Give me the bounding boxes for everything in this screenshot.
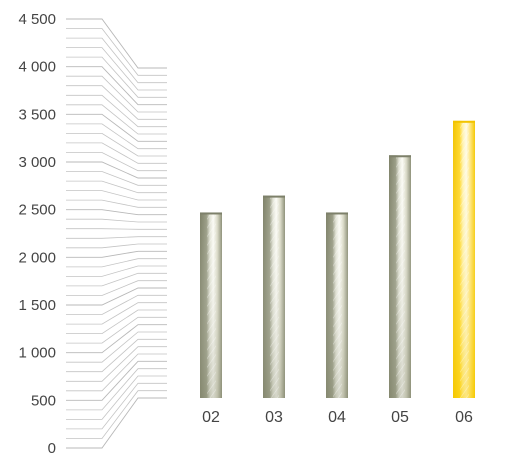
leader-line-major <box>66 397 167 449</box>
leader-line-minor <box>66 316 167 344</box>
y-tick-label: 4 500 <box>18 11 56 28</box>
y-tick-label: 4 000 <box>18 59 56 76</box>
leader-line-minor <box>66 85 167 120</box>
bar-hatch <box>207 214 216 398</box>
leader-line-minor <box>66 382 167 430</box>
y-axis: 0 500 1 000 1 500 2 000 2 500 3 000 3 500 4 000 4… <box>18 11 56 455</box>
leader-line-minor <box>66 171 167 186</box>
leader-line-minor <box>66 218 167 223</box>
leader-line-minor <box>66 152 167 172</box>
leader-line-major <box>66 18 167 69</box>
leader-line-major <box>66 113 167 142</box>
bar-hatch <box>270 197 279 398</box>
x-tick-label: 05 <box>391 409 409 426</box>
bar-cap <box>453 120 475 123</box>
leader-line-minor <box>66 390 167 439</box>
leader-line-minor <box>66 338 167 373</box>
leader-line-minor <box>66 37 167 84</box>
leader-line-minor <box>66 28 167 76</box>
leader-line-minor <box>66 331 167 363</box>
leader-line-minor <box>66 302 167 325</box>
leader-line-minor <box>66 190 167 201</box>
leader-line-minor <box>66 94 167 128</box>
bar-05 <box>389 155 411 398</box>
leader-line-minor <box>66 243 167 249</box>
leader-line-minor <box>66 104 167 135</box>
bar-02 <box>200 212 222 398</box>
leader-line-major <box>66 360 167 401</box>
bars <box>200 120 475 399</box>
leader-line-minor <box>66 280 167 296</box>
x-axis: 02 03 04 05 06 <box>202 409 473 426</box>
bar-cap <box>326 212 348 215</box>
leader-line-major <box>66 287 167 306</box>
leader-line-minor <box>66 199 167 208</box>
x-tick-label: 03 <box>265 409 283 426</box>
leader-line-minor <box>66 133 167 157</box>
leader-line-minor <box>66 236 167 239</box>
y-tick-label: 1 500 <box>18 297 56 314</box>
x-tick-label: 06 <box>455 409 473 426</box>
leader-line-minor <box>66 228 167 230</box>
leader-line-major <box>66 66 167 106</box>
leader-line-minor <box>66 346 167 382</box>
leader-line-minor <box>66 56 167 98</box>
leader-line-minor <box>66 142 167 164</box>
leader-line-major <box>66 209 167 216</box>
bar-04 <box>326 212 348 398</box>
bar-06 <box>453 120 475 399</box>
leader-line-major <box>66 324 167 354</box>
x-tick-label: 04 <box>328 409 346 426</box>
leader-line-minor <box>66 375 167 420</box>
leader-line-minor <box>66 368 167 411</box>
leader-line-minor <box>66 309 167 334</box>
y-tick-label: 2 000 <box>18 249 56 266</box>
bar-cap <box>200 212 222 215</box>
leader-line-minor <box>66 258 167 268</box>
leader-line-minor <box>66 180 167 194</box>
y-tick-label: 1 000 <box>18 345 56 362</box>
y-tick-label: 3 500 <box>18 106 56 123</box>
y-tick-label: 500 <box>31 392 56 409</box>
bar-hatch <box>460 122 469 399</box>
y-tick-label: 3 000 <box>18 154 56 171</box>
leader-line-major <box>66 161 167 179</box>
x-tick-label: 02 <box>202 409 220 426</box>
bar-hatch <box>396 157 405 398</box>
leader-line-minor <box>66 75 167 113</box>
leader-line-minor <box>66 353 167 392</box>
axis-leader-lines <box>66 18 167 449</box>
y-tick-label: 0 <box>48 440 56 455</box>
leader-line-minor <box>66 265 167 277</box>
bar-cap <box>263 195 285 198</box>
y-tick-label: 2 500 <box>18 202 56 219</box>
leader-line-minor <box>66 47 167 91</box>
leader-line-minor <box>66 272 167 287</box>
bar-cap <box>389 155 411 158</box>
leader-line-minor <box>66 294 167 315</box>
leader-line-minor <box>66 123 167 150</box>
bar-03 <box>263 195 285 398</box>
leader-line-major <box>66 250 167 258</box>
bar-hatch <box>333 214 342 398</box>
